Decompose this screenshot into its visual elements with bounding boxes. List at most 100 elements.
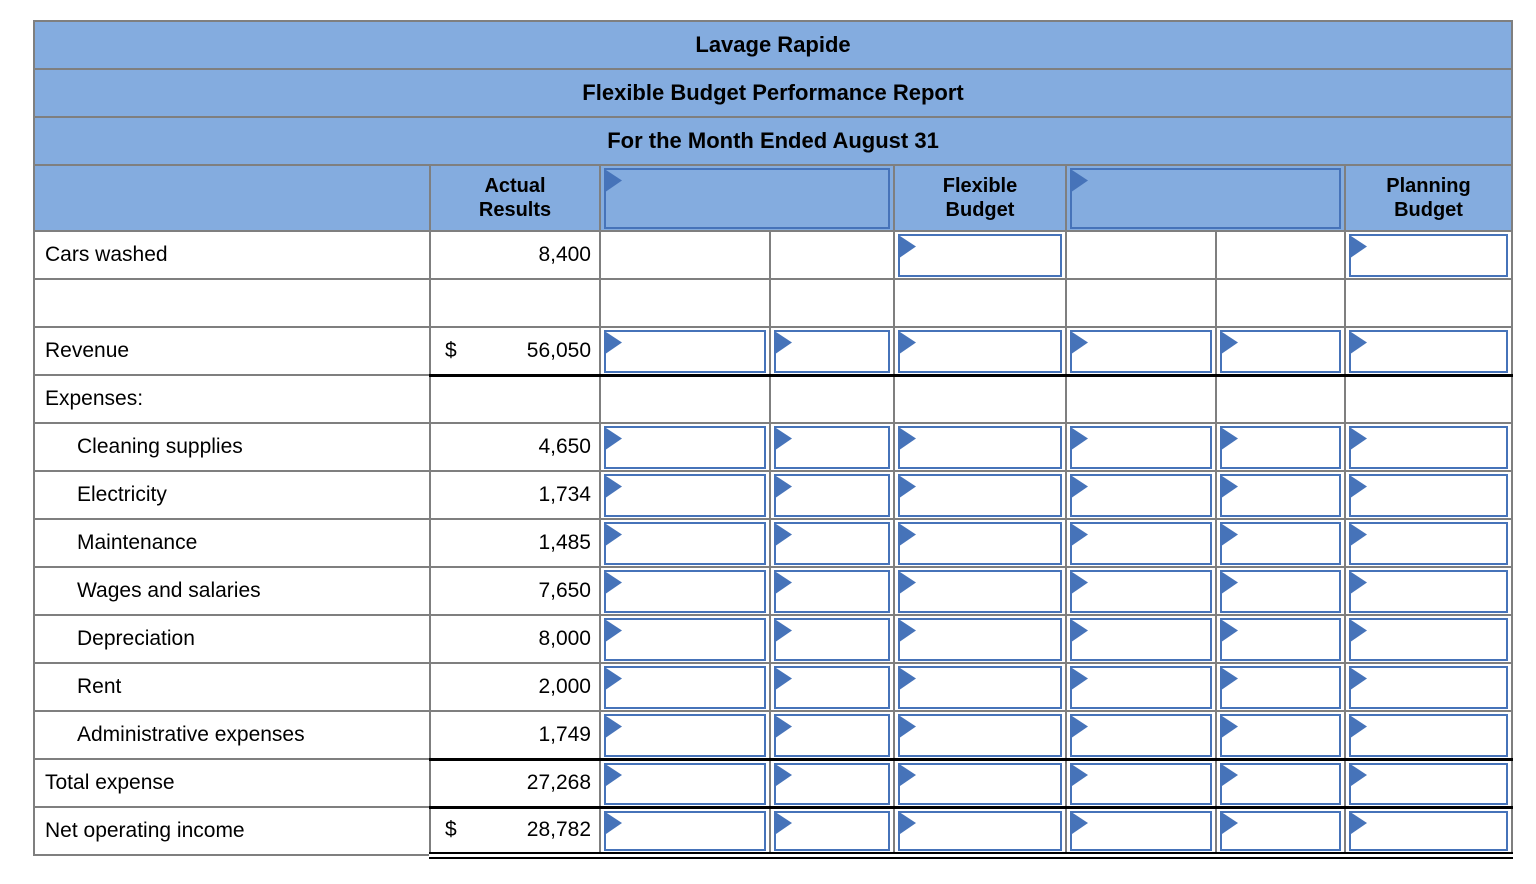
- cell-flag-icon: [776, 524, 792, 546]
- row-label: Wages and salaries: [33, 566, 431, 616]
- answer-input[interactable]: [604, 522, 766, 565]
- answer-input[interactable]: [774, 810, 890, 848]
- answer-input[interactable]: [774, 474, 890, 517]
- answer-input[interactable]: [1070, 522, 1212, 565]
- answer-input[interactable]: [1220, 522, 1341, 565]
- answer-cell: [769, 758, 895, 809]
- row-label: Cars washed: [33, 230, 431, 280]
- answer-input[interactable]: [774, 714, 890, 756]
- answer-input[interactable]: [1349, 618, 1509, 661]
- answer-input[interactable]: [1349, 714, 1509, 756]
- empty-cell: [769, 230, 895, 280]
- answer-input[interactable]: [604, 762, 766, 804]
- currency-symbol: $: [445, 338, 457, 362]
- header-dropdown-input[interactable]: [1070, 168, 1341, 229]
- answer-input[interactable]: [774, 426, 890, 469]
- answer-input[interactable]: [1349, 426, 1509, 469]
- answer-input[interactable]: [1349, 522, 1509, 565]
- answer-input[interactable]: [1349, 570, 1509, 613]
- answer-input[interactable]: [1070, 666, 1212, 709]
- answer-cell: [1215, 710, 1346, 761]
- actual-value: 1,734: [429, 470, 601, 520]
- answer-input[interactable]: [604, 666, 766, 709]
- answer-input[interactable]: [604, 330, 766, 372]
- answer-input[interactable]: [1220, 426, 1341, 469]
- actual-value: 4,650: [429, 422, 601, 472]
- answer-input[interactable]: [1349, 666, 1509, 709]
- answer-input[interactable]: [774, 618, 890, 661]
- cell-flag-icon: [1072, 620, 1088, 642]
- answer-input[interactable]: [774, 522, 890, 565]
- answer-input[interactable]: [898, 426, 1062, 469]
- answer-input[interactable]: [1070, 426, 1212, 469]
- header-actual-results: Actual Results: [429, 164, 601, 232]
- answer-input[interactable]: [774, 762, 890, 804]
- answer-input[interactable]: [898, 618, 1062, 661]
- cell-flag-icon: [900, 332, 916, 354]
- answer-input[interactable]: [1349, 234, 1509, 277]
- answer-input[interactable]: [604, 570, 766, 613]
- cell-flag-icon: [606, 620, 622, 642]
- answer-input[interactable]: [1070, 762, 1212, 804]
- answer-input[interactable]: [898, 474, 1062, 517]
- empty-cell: [1215, 230, 1346, 280]
- answer-input[interactable]: [604, 810, 766, 848]
- answer-input[interactable]: [1070, 474, 1212, 517]
- answer-cell: [1215, 566, 1346, 616]
- answer-input[interactable]: [1349, 330, 1509, 372]
- answer-input[interactable]: [774, 330, 890, 372]
- answer-input[interactable]: [1220, 810, 1341, 848]
- answer-input[interactable]: [1220, 570, 1341, 613]
- answer-cell: [1343, 710, 1514, 761]
- answer-input[interactable]: [898, 330, 1062, 372]
- answer-input[interactable]: [898, 810, 1062, 848]
- row-depreciation: Depreciation 8,000: [33, 614, 1514, 664]
- answer-input[interactable]: [774, 570, 890, 613]
- empty-cell: [1065, 230, 1217, 280]
- answer-input[interactable]: [898, 666, 1062, 709]
- answer-cell: [893, 614, 1067, 664]
- answer-input[interactable]: [1220, 762, 1341, 804]
- answer-input[interactable]: [774, 666, 890, 709]
- cell-flag-icon: [1072, 668, 1088, 690]
- answer-cell: [893, 518, 1067, 568]
- header-answer-cell-2: [1065, 164, 1346, 232]
- answer-input[interactable]: [604, 714, 766, 756]
- actual-value: 7,650: [429, 566, 601, 616]
- cell-flag-icon: [1072, 764, 1088, 786]
- answer-cell: [1343, 230, 1514, 280]
- answer-input[interactable]: [1220, 714, 1341, 756]
- answer-cell: [1343, 806, 1514, 859]
- answer-input[interactable]: [604, 474, 766, 517]
- answer-input[interactable]: [1070, 714, 1212, 756]
- answer-input[interactable]: [1349, 474, 1509, 517]
- answer-input[interactable]: [604, 426, 766, 469]
- answer-input[interactable]: [898, 714, 1062, 756]
- answer-input[interactable]: [898, 762, 1062, 804]
- answer-input[interactable]: [1070, 570, 1212, 613]
- actual-value: 1,485: [429, 518, 601, 568]
- answer-input[interactable]: [604, 618, 766, 661]
- answer-input[interactable]: [1070, 618, 1212, 661]
- actual-value: 8,000: [429, 614, 601, 664]
- answer-input[interactable]: [1070, 810, 1212, 848]
- cell-flag-icon: [776, 716, 792, 738]
- answer-cell: [1065, 518, 1217, 568]
- answer-input[interactable]: [1349, 810, 1509, 848]
- cell-flag-icon: [1072, 428, 1088, 450]
- answer-input[interactable]: [1349, 762, 1509, 804]
- answer-cell: [769, 806, 895, 859]
- answer-input[interactable]: [898, 570, 1062, 613]
- row-label: Maintenance: [33, 518, 431, 568]
- answer-input[interactable]: [1220, 330, 1341, 372]
- answer-cell: [1215, 614, 1346, 664]
- answer-input[interactable]: [1220, 474, 1341, 517]
- answer-cell: [1343, 758, 1514, 809]
- answer-input[interactable]: [1220, 618, 1341, 661]
- header-dropdown-input[interactable]: [604, 168, 890, 229]
- answer-input[interactable]: [1220, 666, 1341, 709]
- cell-flag-icon: [1351, 716, 1367, 738]
- answer-input[interactable]: [898, 234, 1062, 277]
- answer-input[interactable]: [1070, 330, 1212, 372]
- answer-input[interactable]: [898, 522, 1062, 565]
